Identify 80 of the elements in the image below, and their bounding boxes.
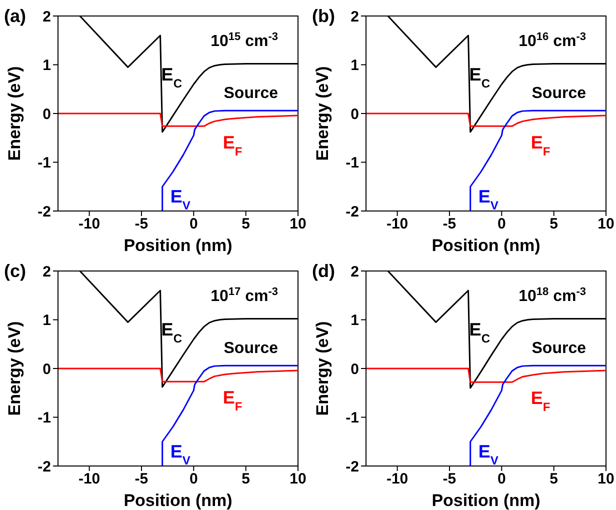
x-tick-label: 5 bbox=[550, 216, 558, 233]
y-tick-label: -1 bbox=[38, 154, 51, 172]
line-series bbox=[162, 110, 298, 211]
y-tick-label: -2 bbox=[38, 458, 51, 476]
y-tick-label: -1 bbox=[346, 154, 359, 172]
x-tick-label: -10 bbox=[78, 470, 100, 488]
y-tick-label: 1 bbox=[42, 57, 51, 74]
line-series bbox=[366, 112, 606, 127]
annotation: 10$^{15}$ cm$^{-3}$ bbox=[210, 31, 278, 50]
series-label: E$_{V}$ bbox=[170, 186, 190, 213]
series-label: E$_{C}$ bbox=[161, 319, 182, 346]
y-tick-label: 0 bbox=[350, 106, 359, 123]
y-axis-title: Energy (eV) bbox=[5, 321, 24, 416]
x-tick-label: -10 bbox=[386, 470, 408, 488]
annotation: 10$^{17}$ cm$^{-3}$ bbox=[210, 286, 278, 305]
x-tick-label: 10 bbox=[290, 470, 306, 488]
y-tick-label: -1 bbox=[346, 410, 359, 427]
y-tick-label: -1 bbox=[38, 410, 51, 427]
series-label: E$_{V}$ bbox=[478, 186, 498, 213]
y-axis-title: Energy (eV) bbox=[313, 66, 332, 161]
y-tick-label: -2 bbox=[38, 203, 51, 220]
x-axis-title: Position (nm) bbox=[124, 491, 232, 510]
x-tick-label: 5 bbox=[242, 470, 250, 488]
y-tick-label: 1 bbox=[350, 312, 359, 330]
y-tick-label: 1 bbox=[350, 57, 359, 74]
series-label: E$_{F}$ bbox=[530, 132, 550, 158]
x-tick-label: -10 bbox=[386, 216, 408, 233]
x-tick-label: -5 bbox=[134, 470, 148, 488]
series-label: E$_{V}$ bbox=[478, 442, 498, 468]
line-series bbox=[470, 364, 606, 466]
x-tick-label: 0 bbox=[497, 216, 506, 233]
series-label: E$_{V}$ bbox=[170, 442, 190, 468]
series-label: E$_{F}$ bbox=[530, 388, 550, 414]
x-tick-label: 0 bbox=[497, 470, 506, 488]
y-tick-label: 2 bbox=[42, 8, 51, 26]
series-label: E$_{C}$ bbox=[469, 64, 490, 90]
x-tick-label: 5 bbox=[550, 470, 558, 488]
annotation: 10$^{18}$ cm$^{-3}$ bbox=[518, 286, 586, 305]
y-tick-label: 2 bbox=[42, 263, 51, 280]
text: (a) bbox=[4, 6, 26, 26]
line-series bbox=[162, 364, 298, 466]
line-series bbox=[366, 368, 606, 383]
x-axis-title: Position (nm) bbox=[124, 236, 232, 255]
x-tick-label: -5 bbox=[442, 470, 456, 488]
y-tick-label: 2 bbox=[350, 8, 359, 26]
line-series bbox=[470, 110, 606, 211]
x-tick-label: -5 bbox=[442, 216, 456, 233]
series-label: E$_{F}$ bbox=[222, 132, 242, 158]
x-tick-label: -10 bbox=[78, 216, 100, 233]
annotation: 10$^{16}$ cm$^{-3}$ bbox=[518, 31, 586, 50]
y-tick-label: 1 bbox=[42, 312, 51, 330]
text: (b) bbox=[312, 6, 335, 26]
annotation: Source bbox=[532, 340, 586, 357]
y-tick-label: 2 bbox=[350, 263, 359, 280]
y-axis-title: Energy (eV) bbox=[313, 321, 332, 416]
x-tick-label: 10 bbox=[290, 216, 306, 233]
text: (c) bbox=[4, 261, 26, 281]
series-label: E$_{C}$ bbox=[161, 64, 182, 90]
x-tick-label: 10 bbox=[598, 470, 614, 488]
y-tick-label: -2 bbox=[346, 458, 359, 476]
y-tick-label: 0 bbox=[42, 360, 51, 378]
line-series bbox=[58, 112, 298, 127]
x-tick-label: -5 bbox=[134, 216, 148, 233]
y-tick-label: -2 bbox=[346, 203, 359, 220]
x-axis-title: Position (nm) bbox=[432, 491, 540, 510]
annotation: Source bbox=[224, 85, 278, 102]
x-tick-label: 0 bbox=[189, 216, 198, 233]
x-tick-label: 0 bbox=[189, 470, 198, 488]
series-label: E$_{C}$ bbox=[469, 319, 490, 346]
annotation: Source bbox=[532, 85, 586, 102]
y-tick-label: 0 bbox=[350, 360, 359, 378]
text: (d) bbox=[312, 261, 335, 281]
annotation: Source bbox=[224, 340, 278, 357]
x-tick-label: 10 bbox=[598, 216, 614, 233]
y-tick-label: 0 bbox=[42, 106, 51, 123]
x-axis-title: Position (nm) bbox=[432, 236, 540, 255]
line-series bbox=[58, 368, 298, 382]
y-axis-title: Energy (eV) bbox=[5, 66, 24, 161]
series-label: E$_{F}$ bbox=[222, 387, 242, 414]
x-tick-label: 5 bbox=[242, 216, 250, 233]
